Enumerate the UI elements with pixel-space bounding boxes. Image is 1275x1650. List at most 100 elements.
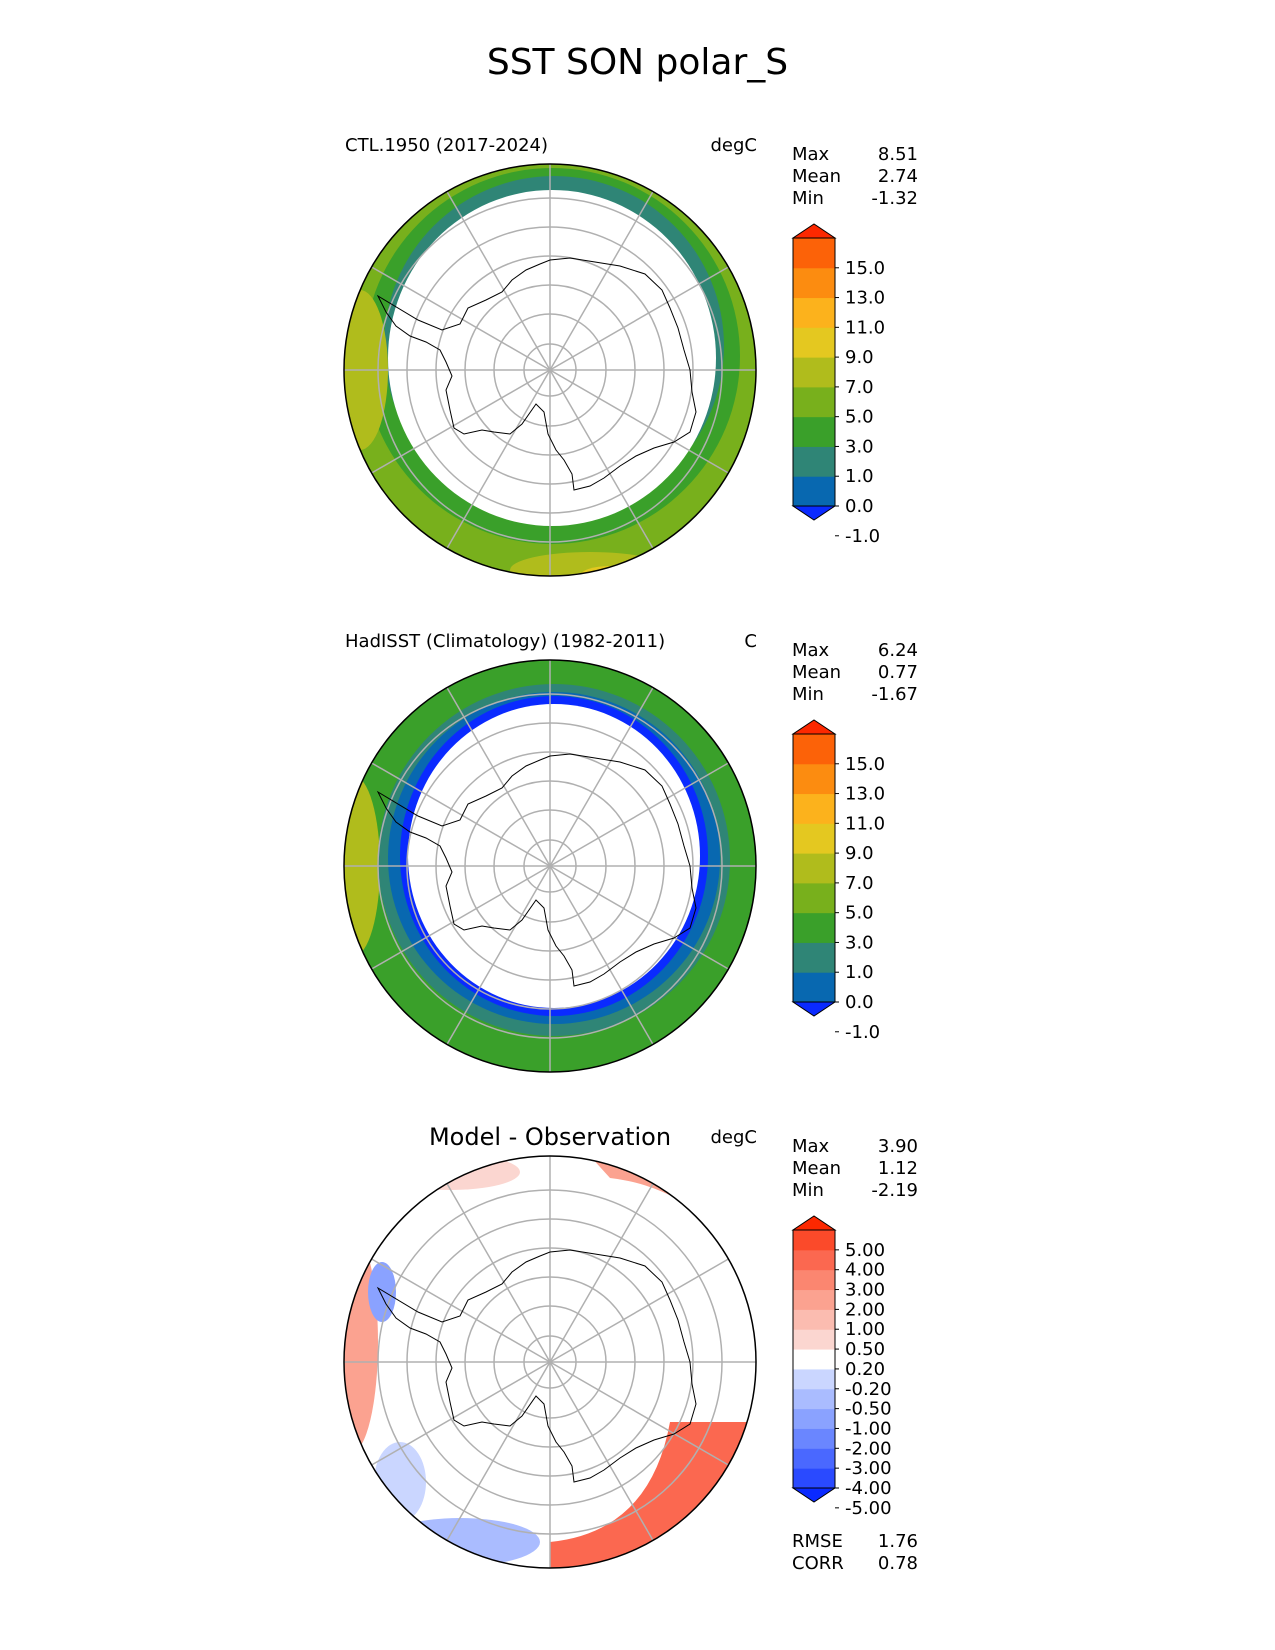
colorbar-swatch: [793, 1329, 835, 1350]
colorbar-tick-label: -5.00: [845, 1498, 892, 1519]
longitude-gridline: [371, 369, 551, 474]
min-label: Min: [792, 188, 824, 209]
antarctica-coastline: [376, 257, 697, 491]
longitude-gridline: [549, 191, 654, 371]
colorbar-tick-label: -0.20: [845, 1379, 892, 1400]
colorbar-tick-label: -1.00: [845, 1418, 892, 1439]
colorbar-tick-label: 13.0: [845, 784, 885, 805]
colorbar-swatch: [793, 1428, 835, 1449]
colorbar-swatch: [793, 1269, 835, 1291]
colorbar-tick-label: 1.0: [845, 466, 874, 487]
panel-3-units: degC: [710, 1127, 758, 1148]
colorbar-swatch: [793, 1368, 835, 1390]
colorbar-tick-label: 5.00: [845, 1240, 885, 1261]
longitude-gridline: [371, 865, 551, 970]
colorbar-tick-label: -1.0: [845, 1022, 880, 1043]
max-value: 6.24: [877, 640, 918, 661]
colorbar-tick-label: 1.00: [845, 1319, 885, 1340]
colorbar-tick-label: 0.50: [845, 1339, 885, 1360]
longitude-gridline: [446, 1183, 551, 1363]
panel-1-units: degC: [710, 135, 758, 156]
colorbar-swatch: [793, 1408, 835, 1429]
antarctica-coastline: [376, 753, 697, 987]
colorbar-tick-label: 4.00: [845, 1260, 885, 1281]
colorbar-swatch: [793, 446, 835, 477]
mean-label: Mean: [792, 166, 842, 187]
colorbar-tick-label: -2.00: [845, 1438, 892, 1459]
colorbar-tick-label: 3.00: [845, 1280, 885, 1301]
panel-3-error-stats: RMSE 1.76 CORR 0.78: [792, 1531, 918, 1575]
rmse-value: 1.76: [877, 1531, 918, 1552]
colorbar-extend-high: [791, 223, 837, 239]
colorbar-swatch: [793, 763, 835, 795]
longitude-gridline: [549, 865, 654, 1045]
colorbar-swatch: [793, 853, 835, 884]
colorbar-tick-label: 3.0: [845, 932, 874, 953]
colorbar-3: 5.004.003.002.001.000.500.20-0.20-0.50-1…: [791, 1215, 892, 1519]
colorbar-tick-label: 1.0: [845, 962, 874, 983]
colorbar-tick-label: 5.0: [845, 903, 874, 924]
panel-1-title: CTL.1950 (2017-2024): [345, 135, 549, 156]
panel-1-stats: Max 8.51 Mean 2.74 Min -1.32: [792, 144, 918, 210]
longitude-gridline: [549, 762, 729, 867]
longitude-gridline: [549, 369, 729, 474]
max-label: Max: [792, 640, 830, 661]
colorbar-swatch: [793, 912, 835, 943]
panel-2-title: HadISST (Climatology) (1982-2011): [345, 631, 666, 652]
colorbar-swatch: [793, 386, 835, 418]
longitude-gridline: [549, 865, 729, 970]
colorbar-swatch: [793, 1249, 835, 1271]
colorbar-swatch: [793, 882, 835, 914]
map-boundary: [343, 1155, 757, 1569]
map-boundary: [343, 659, 757, 1073]
colorbar-extend-high: [791, 1215, 837, 1231]
min-label: Min: [792, 684, 824, 705]
min-label: Min: [792, 1180, 824, 1201]
colorbar-tick-label: 3.0: [845, 436, 874, 457]
negative-bias-patch: [368, 1262, 396, 1322]
colorbar-tick-label: 15.0: [845, 754, 885, 775]
corr-value: 0.78: [877, 1553, 918, 1574]
mean-value: 2.74: [877, 166, 918, 187]
rmse-label: RMSE: [792, 1531, 843, 1552]
colorbar-swatch: [793, 357, 835, 388]
mean-label: Mean: [792, 662, 842, 683]
longitude-gridline: [371, 762, 551, 867]
colorbar-tick-label: 0.0: [845, 992, 874, 1013]
colorbar-swatch: [793, 327, 835, 358]
longitude-gridline: [549, 1361, 729, 1466]
colorbar-extend-low: [791, 1001, 837, 1017]
corr-label: CORR: [792, 1553, 844, 1574]
positive-bias-weak: [380, 1156, 520, 1190]
max-label: Max: [792, 144, 830, 165]
colorbar-swatch: [793, 238, 835, 269]
colorbar-tick-label: 11.0: [845, 317, 885, 338]
colorbar-swatch: [793, 297, 835, 328]
longitude-gridline: [549, 687, 654, 867]
colorbar-tick-label: 7.0: [845, 377, 874, 398]
longitude-gridline: [371, 1361, 551, 1466]
positive-bias-west: [344, 1232, 378, 1452]
longitude-gridline: [446, 865, 551, 1045]
figure-title: SST SON polar_S: [486, 42, 789, 83]
colorbar-swatch: [793, 1309, 835, 1330]
max-value: 8.51: [877, 144, 918, 165]
min-value: -2.19: [871, 1180, 918, 1201]
min-value: -1.32: [871, 188, 918, 209]
colorbar-swatch: [793, 1289, 835, 1310]
longitude-gridline: [549, 1258, 729, 1363]
colorbar-swatch: [793, 793, 835, 824]
longitude-gridline: [371, 1258, 551, 1363]
longitude-gridline: [371, 266, 551, 371]
colorbar-swatch: [793, 972, 835, 1003]
sst-warm-patch: [580, 566, 640, 576]
colorbar-tick-label: 7.0: [845, 873, 874, 894]
sea-ice-region: [408, 704, 700, 1008]
colorbar-1: 15.0 13.0 11.0 9.0 7.0 5.0 3.0 1.0 0.0 -1.0: [791, 223, 885, 547]
colorbar-swatch: [793, 823, 835, 854]
antarctica-coastline: [376, 1249, 697, 1483]
colorbar-tick-label: -3.00: [845, 1458, 892, 1479]
longitude-gridline: [549, 266, 729, 371]
colorbar-tick-label: 2.00: [845, 1299, 885, 1320]
